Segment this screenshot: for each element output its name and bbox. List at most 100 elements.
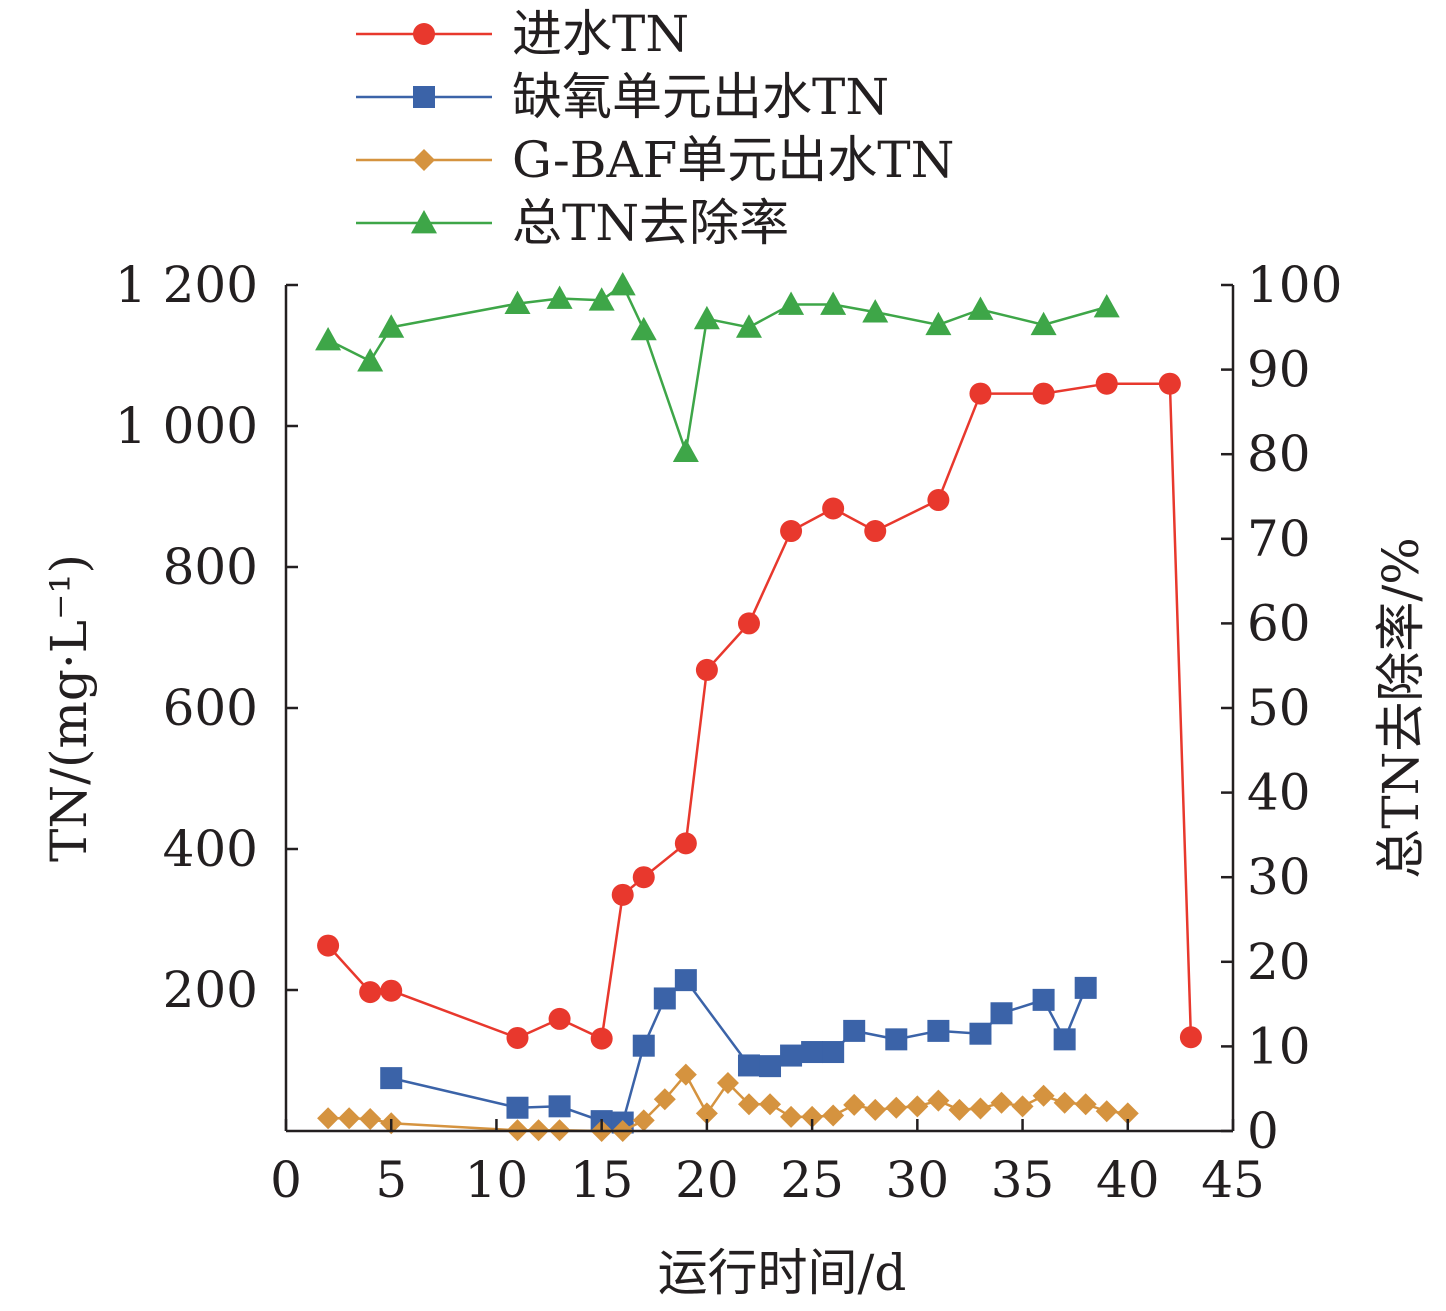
- data-point: [588, 287, 615, 311]
- data-point: [632, 1034, 655, 1057]
- data-point: [693, 305, 720, 330]
- y-left-tick-label: 1 200: [115, 256, 258, 314]
- data-point: [546, 285, 573, 309]
- data-point: [822, 497, 845, 520]
- data-point: [611, 883, 634, 906]
- data-point: [674, 1063, 697, 1086]
- y-left-tick-label: 1 000: [115, 397, 258, 455]
- data-point: [1116, 1102, 1139, 1125]
- data-point: [927, 1019, 950, 1042]
- data-point: [820, 291, 847, 315]
- data-point: [967, 296, 994, 320]
- y-right-tick-label: 10: [1247, 1017, 1311, 1075]
- y-left-tick-label: 200: [163, 961, 258, 1019]
- data-point: [695, 1102, 718, 1125]
- y-right-tick-label: 90: [1247, 341, 1311, 399]
- data-point: [630, 316, 657, 341]
- data-point: [927, 1089, 950, 1112]
- data-point: [359, 1108, 382, 1131]
- legend-item: 进水TN: [356, 5, 689, 63]
- data-point: [778, 291, 805, 315]
- x-tick-label: 40: [1096, 1151, 1160, 1209]
- data-point: [632, 866, 655, 889]
- data-point: [359, 981, 382, 1004]
- x-tick-label: 45: [1201, 1151, 1265, 1209]
- legend-label: 缺氧单元出水TN: [512, 68, 889, 126]
- data-point: [548, 1095, 571, 1118]
- x-tick-label: 35: [991, 1151, 1055, 1209]
- data-point: [737, 1054, 760, 1077]
- legend-marker: [413, 86, 435, 108]
- x-tick-label: 10: [465, 1151, 529, 1209]
- data-point: [801, 1105, 824, 1128]
- data-point: [674, 969, 697, 992]
- data-point: [1030, 311, 1057, 336]
- legend-label: G-BAF单元出水TN: [512, 131, 954, 189]
- series-line: [327, 283, 1108, 453]
- y-right-tick-label: 70: [1247, 510, 1311, 568]
- data-point: [759, 1093, 782, 1116]
- data-point: [969, 382, 992, 405]
- data-point: [780, 1105, 803, 1128]
- data-point: [504, 290, 531, 315]
- data-point: [1032, 1084, 1055, 1107]
- legend-item: G-BAF单元出水TN: [356, 131, 954, 189]
- data-point: [927, 489, 950, 512]
- x-tick-label: 15: [570, 1151, 634, 1209]
- y-left-tick-label: 400: [163, 820, 258, 878]
- legend-item: 总TN去除率: [356, 194, 789, 252]
- x-tick-label: 20: [675, 1151, 739, 1209]
- x-tick-label: 5: [375, 1151, 407, 1209]
- data-point: [1011, 1095, 1034, 1118]
- x-tick-label: 25: [780, 1151, 844, 1209]
- data-point: [590, 1027, 613, 1050]
- series-1: [317, 372, 1202, 1050]
- plot-area: [315, 272, 1202, 1142]
- data-point: [990, 1091, 1013, 1114]
- y-axis-left-title: TN/(mg·L⁻¹): [40, 554, 98, 862]
- data-point: [632, 1109, 655, 1132]
- legend-label: 进水TN: [512, 5, 689, 63]
- data-point: [338, 1107, 361, 1130]
- series-3: [317, 1063, 1139, 1142]
- data-point: [864, 1098, 887, 1121]
- data-point: [317, 1107, 340, 1130]
- data-point: [1093, 293, 1120, 318]
- y-right-tick-label: 50: [1247, 679, 1311, 737]
- data-point: [843, 1019, 866, 1042]
- data-point: [1032, 988, 1055, 1011]
- x-axis-title: 运行时间/d: [658, 1244, 907, 1302]
- data-point: [674, 832, 697, 855]
- data-point: [969, 1097, 992, 1120]
- data-point: [969, 1022, 992, 1045]
- y-left-tick-label: 800: [163, 538, 258, 596]
- data-point: [990, 1002, 1013, 1025]
- y-right-tick-label: 30: [1247, 848, 1311, 906]
- legend-item: 缺氧单元出水TN: [356, 68, 889, 126]
- data-point: [737, 612, 760, 635]
- data-point: [1053, 1091, 1076, 1114]
- data-point: [672, 438, 699, 463]
- data-point: [1053, 1028, 1076, 1051]
- data-point: [695, 658, 718, 681]
- data-point: [1158, 372, 1181, 395]
- data-point: [759, 1055, 782, 1078]
- data-point: [380, 1067, 403, 1090]
- data-point: [822, 1041, 845, 1064]
- legend-marker: [413, 149, 435, 171]
- data-point: [653, 1088, 676, 1111]
- y-right-tick-label: 80: [1247, 425, 1311, 483]
- legend-label: 总TN去除率: [512, 194, 789, 252]
- data-point: [357, 348, 384, 372]
- data-point: [885, 1028, 908, 1051]
- legend-marker: [411, 210, 437, 234]
- series-line: [327, 382, 1193, 1041]
- data-point: [380, 979, 403, 1002]
- y-right-tick-label: 60: [1247, 594, 1311, 652]
- data-point: [737, 1093, 760, 1116]
- data-point: [315, 326, 342, 351]
- data-point: [843, 1093, 866, 1116]
- x-tick-label: 0: [270, 1151, 302, 1209]
